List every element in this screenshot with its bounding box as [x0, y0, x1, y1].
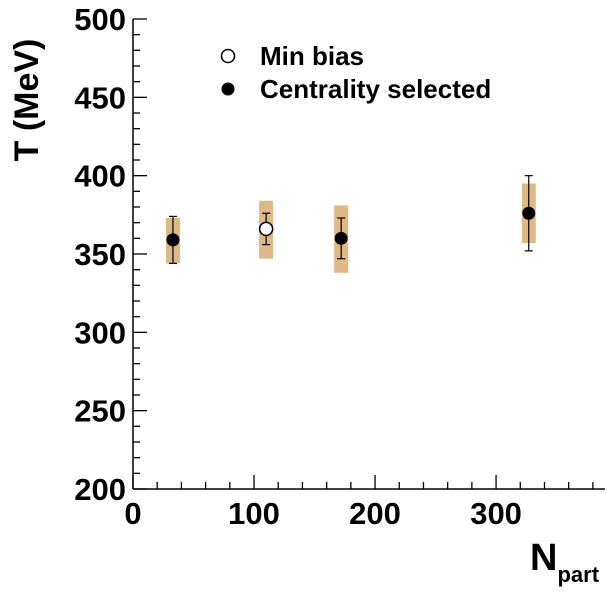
x-tick-label: 200 — [349, 496, 401, 531]
legend-label-min-bias: Min bias — [260, 41, 364, 71]
axes — [132, 18, 605, 490]
data-point-min-bias — [258, 221, 274, 237]
y-tick-label: 450 — [74, 80, 126, 115]
tick-labels: 200 250 300 350 400 450 500 0 100 200 300 — [74, 2, 522, 531]
error-bars — [168, 175, 533, 264]
x-tick-label: 0 — [124, 496, 141, 531]
data-point-centrality-selected — [334, 231, 348, 245]
y-tick-label: 250 — [74, 394, 126, 429]
systematic-bands — [165, 183, 536, 273]
legend: Min bias Centrality selected — [220, 41, 491, 104]
y-tick-label: 200 — [74, 472, 126, 507]
x-axis-title-main: N — [530, 537, 557, 579]
y-tick-label: 300 — [74, 315, 126, 350]
x-axis-title-subscript: part — [557, 562, 599, 587]
y-tick-label: 350 — [74, 237, 126, 272]
x-axis-title: Npart — [530, 537, 600, 587]
legend-marker-centrality-selected — [221, 82, 235, 96]
data-markers — [166, 206, 536, 247]
y-tick-label: 400 — [74, 159, 126, 194]
y-axis-title: T (MeV) — [8, 39, 46, 162]
data-point-centrality-selected — [522, 206, 536, 220]
x-tick-label: 300 — [470, 496, 522, 531]
x-tick-label: 100 — [228, 496, 280, 531]
legend-marker-min-bias — [220, 48, 236, 64]
data-point-centrality-selected — [166, 233, 180, 247]
legend-label-centrality-selected: Centrality selected — [260, 74, 491, 104]
y-tick-label: 500 — [74, 2, 126, 37]
